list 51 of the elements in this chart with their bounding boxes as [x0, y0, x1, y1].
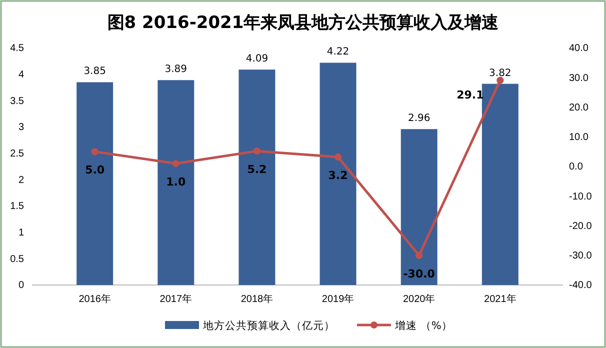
y-tick-label: 4	[18, 70, 24, 81]
chart-title: 图8 2016-2021年来凤县地方公共预算收入及增速	[107, 13, 499, 33]
y-tick-label: 0.5	[10, 254, 24, 265]
bar	[482, 84, 518, 285]
y-tick-label: 2.5	[10, 148, 24, 160]
data-label: 4.09	[246, 54, 268, 65]
y2-tick-label: 10.0	[569, 132, 589, 144]
bar	[400, 129, 438, 285]
data-label: 3.89	[164, 64, 188, 76]
y2-tick-label: -30.0	[569, 250, 592, 262]
data-label: 4.22	[326, 46, 350, 58]
data-label: 1.0	[166, 176, 186, 189]
y2-tick-label: -20.0	[569, 220, 592, 232]
data-label: 5.2	[247, 163, 267, 176]
data-label: 3.82	[489, 68, 512, 79]
bar	[76, 82, 114, 285]
y2-tick-label: 40.0	[569, 43, 589, 54]
x-tick-label: 2016年	[78, 293, 111, 306]
data-label: 3.85	[84, 66, 106, 78]
bar	[320, 62, 356, 285]
legend-label: 地方公共预算收入（亿元）	[202, 319, 335, 332]
point	[496, 76, 504, 84]
y2-tick-label: 20.0	[569, 102, 589, 114]
data-label: 3.2	[328, 169, 348, 182]
y-tick-label: 1	[18, 228, 24, 239]
y-tick-label: 3.5	[10, 96, 24, 107]
y2-tick-label: -40.0	[569, 280, 592, 292]
x-tick-label: 2021年	[484, 293, 516, 306]
data-label: 5.0	[85, 164, 105, 177]
point	[253, 148, 261, 155]
point	[416, 252, 423, 259]
y-tick-label: 4.5	[10, 43, 24, 54]
point	[334, 153, 342, 161]
y-tick-label: 2	[18, 174, 24, 186]
bar	[158, 80, 194, 285]
data-label: 2.96	[408, 113, 430, 124]
y2-tick-label: -10.0	[569, 191, 592, 202]
x-tick-label: 2017年	[160, 293, 192, 306]
y-tick-label: 3	[18, 122, 24, 134]
x-tick-label: 2019年	[322, 293, 354, 306]
legend-label: 增速 （%）	[394, 319, 452, 332]
bar	[238, 70, 276, 285]
point	[91, 148, 98, 156]
x-tick-label: 2018年	[240, 293, 274, 306]
y2-tick-label: 30.0	[569, 72, 589, 84]
point	[172, 160, 180, 168]
y-tick-label: 0	[18, 280, 24, 292]
data-label: -30.0	[403, 267, 436, 280]
y-tick-label: 1.5	[10, 201, 24, 212]
x-tick-label: 2020年	[402, 293, 436, 306]
y2-tick-label: 0.0	[569, 162, 584, 173]
